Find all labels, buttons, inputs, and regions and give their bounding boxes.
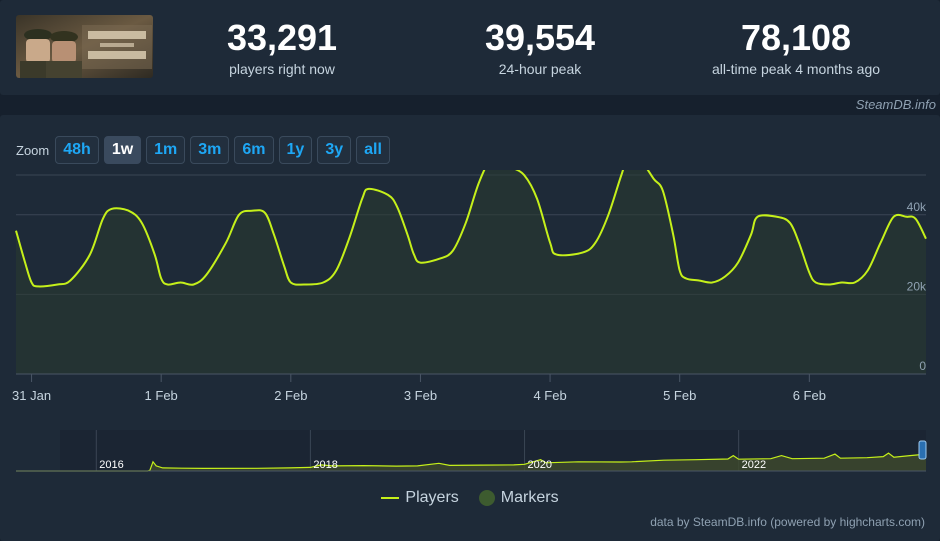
stat-value: 78,108 — [740, 17, 852, 58]
x-tick-label: 1 Feb — [145, 388, 178, 403]
x-axis: 31 Jan 1 Feb 2 Feb 3 Feb 4 Feb 5 Feb 6 Feb — [12, 373, 926, 403]
navigator-line — [16, 452, 927, 472]
zoom-3y-button[interactable]: 3y — [317, 136, 352, 164]
navigator-area — [16, 453, 926, 471]
legend-line-icon — [381, 497, 400, 499]
x-tick-label: 6 Feb — [793, 388, 826, 403]
stat-label: players right now — [229, 61, 335, 77]
players-series-line — [15, 170, 927, 288]
zoom-3m-button[interactable]: 3m — [190, 136, 230, 164]
x-tick-label: 5 Feb — [663, 388, 696, 403]
zoom-6m-button[interactable]: 6m — [234, 136, 274, 164]
zoom-1w-button[interactable]: 1w — [103, 136, 142, 164]
zoom-1m-button[interactable]: 1m — [146, 136, 186, 164]
legend-players[interactable]: Players — [381, 489, 459, 507]
y-tick-label: 40k — [907, 200, 927, 214]
stat-label: 24-hour peak — [498, 61, 582, 77]
zoom-label: Zoom — [16, 142, 50, 158]
y-tick-label: 20k — [907, 279, 927, 293]
players-line-chart[interactable]: 0 20k 40k 31 Jan 1 Feb 2 Feb 3 Feb 4 Feb 5 Feb 6… — [0, 170, 940, 470]
x-tick-label: 31 Jan — [12, 388, 51, 403]
stat-value: 33,291 — [226, 17, 338, 58]
x-tick-label: 3 Feb — [404, 388, 437, 403]
zoom-1y-button[interactable]: 1y — [278, 136, 313, 164]
navigator-chart[interactable]: 2016 2018 2020 2022 — [0, 427, 940, 477]
navigator-year-label: 2022 — [742, 459, 766, 471]
chart-area-layer — [16, 170, 926, 374]
stat-all-time-peak: 78,108 all-time peak 4 months ago — [681, 18, 911, 78]
game-logo-image — [16, 15, 153, 78]
zoom-controls: Zoom 48h 1w 1m 3m 6m 1y 3y all — [16, 136, 395, 164]
chart-panel: Zoom 48h 1w 1m 3m 6m 1y 3y all 0 20k 40k 3… — [0, 115, 940, 541]
stat-24h-peak: 39,554 24-hour peak — [425, 18, 655, 78]
legend-dot-icon — [478, 490, 495, 506]
navigator-year-label: 2018 — [313, 459, 337, 471]
stat-label: all-time peak 4 months ago — [711, 61, 881, 77]
navigator-handle[interactable] — [918, 440, 927, 460]
legend-players-label: Players — [405, 489, 459, 506]
players-area — [16, 170, 926, 374]
x-tick-label: 4 Feb — [533, 388, 566, 403]
y-axis-labels: 0 20k 40k — [907, 200, 927, 373]
x-tick-label: 2 Feb — [274, 388, 307, 403]
stat-value: 39,554 — [484, 17, 596, 58]
y-tick-label: 0 — [919, 359, 926, 373]
zoom-48h-button[interactable]: 48h — [55, 136, 99, 164]
navigator-year-label: 2016 — [99, 459, 123, 471]
steamdb-credit[interactable]: SteamDB.info — [855, 97, 936, 112]
chart-footer-credit[interactable]: data by SteamDB.info (powered by highcha… — [650, 515, 925, 529]
navigator-year-label: 2020 — [528, 459, 552, 471]
zoom-all-button[interactable]: all — [356, 136, 390, 164]
legend-markers[interactable]: Markers — [478, 489, 559, 507]
game-thumbnail[interactable] — [16, 15, 153, 78]
chart-legend: Players Markers — [0, 489, 940, 507]
navigator-layer: 2016 2018 2020 2022 — [16, 430, 927, 472]
chart-line-layer — [15, 170, 927, 288]
stat-players-now: 33,291 players right now — [167, 18, 397, 78]
legend-markers-label: Markers — [500, 489, 559, 506]
stats-bar: 33,291 players right now 39,554 24-hour … — [0, 0, 940, 95]
